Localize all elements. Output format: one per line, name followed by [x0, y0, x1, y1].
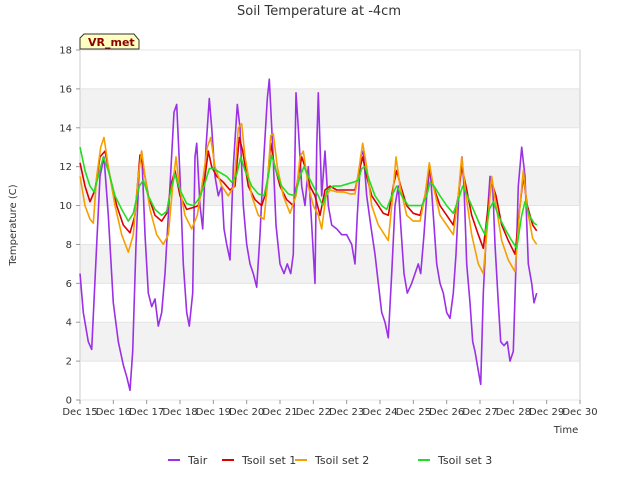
series-line-0	[79, 78, 538, 392]
badge: VR_met	[79, 33, 140, 50]
y-tick-label: 18	[59, 46, 72, 57]
x-tick-label: Dec 24	[362, 407, 397, 418]
series-line-3	[79, 147, 538, 250]
x-tick-label: Dec 25	[396, 407, 431, 418]
x-tick-label: Dec 16	[96, 407, 131, 418]
y-tick-label: 16	[59, 84, 72, 95]
x-tick-label: Dec 19	[196, 407, 231, 418]
x-tick-label: Dec 23	[329, 407, 364, 418]
series-line-2	[79, 123, 538, 275]
y-tick-label: 4	[66, 318, 72, 329]
legend-label: Tsoil set 1	[241, 454, 296, 467]
badge-label: VR_met	[88, 36, 135, 49]
x-tick-label: Dec 15	[62, 407, 97, 418]
legend-label: Tair	[187, 454, 208, 467]
x-tick-label: Dec 29	[529, 407, 564, 418]
x-tick-label: Dec 21	[262, 407, 297, 418]
y-tick-label: 8	[66, 240, 72, 251]
badge-shape	[79, 33, 140, 50]
x-tick-label: Dec 27	[462, 407, 497, 418]
legend-label: Tsoil set 3	[437, 454, 492, 467]
x-tick-label: Dec 26	[429, 407, 464, 418]
plot-background-bands	[80, 88, 580, 362]
series-lines	[79, 78, 538, 392]
x-tick-label: Dec 22	[296, 407, 331, 418]
y-tick-label: 14	[59, 123, 72, 134]
plot-band	[80, 88, 580, 128]
y-tick-label: 12	[59, 162, 72, 173]
x-tick-label: Dec 17	[129, 407, 164, 418]
y-tick-label: 6	[66, 279, 72, 290]
x-tick-label: Dec 18	[162, 407, 197, 418]
y-tick-label: 10	[59, 201, 72, 212]
y-axis-ticks: 0 2 4 6 8 10 12 14 16 18	[59, 46, 580, 407]
x-tick-label: Dec 30	[562, 407, 597, 418]
y-tick-label: 0	[66, 396, 72, 407]
chart-title: Soil Temperature at -4cm	[237, 4, 401, 19]
y-tick-label: 2	[66, 357, 72, 368]
legend-label: Tsoil set 2	[314, 454, 369, 467]
y-axis-label: Temperature (C)	[8, 184, 19, 266]
plot-band	[80, 322, 580, 362]
x-tick-label: Dec 28	[496, 407, 531, 418]
x-tick-label: Dec 20	[229, 407, 264, 418]
x-axis-label: Time	[553, 425, 578, 436]
legend: Tair Tsoil set 1 Tsoil set 2 Tsoil set 3	[168, 454, 492, 467]
